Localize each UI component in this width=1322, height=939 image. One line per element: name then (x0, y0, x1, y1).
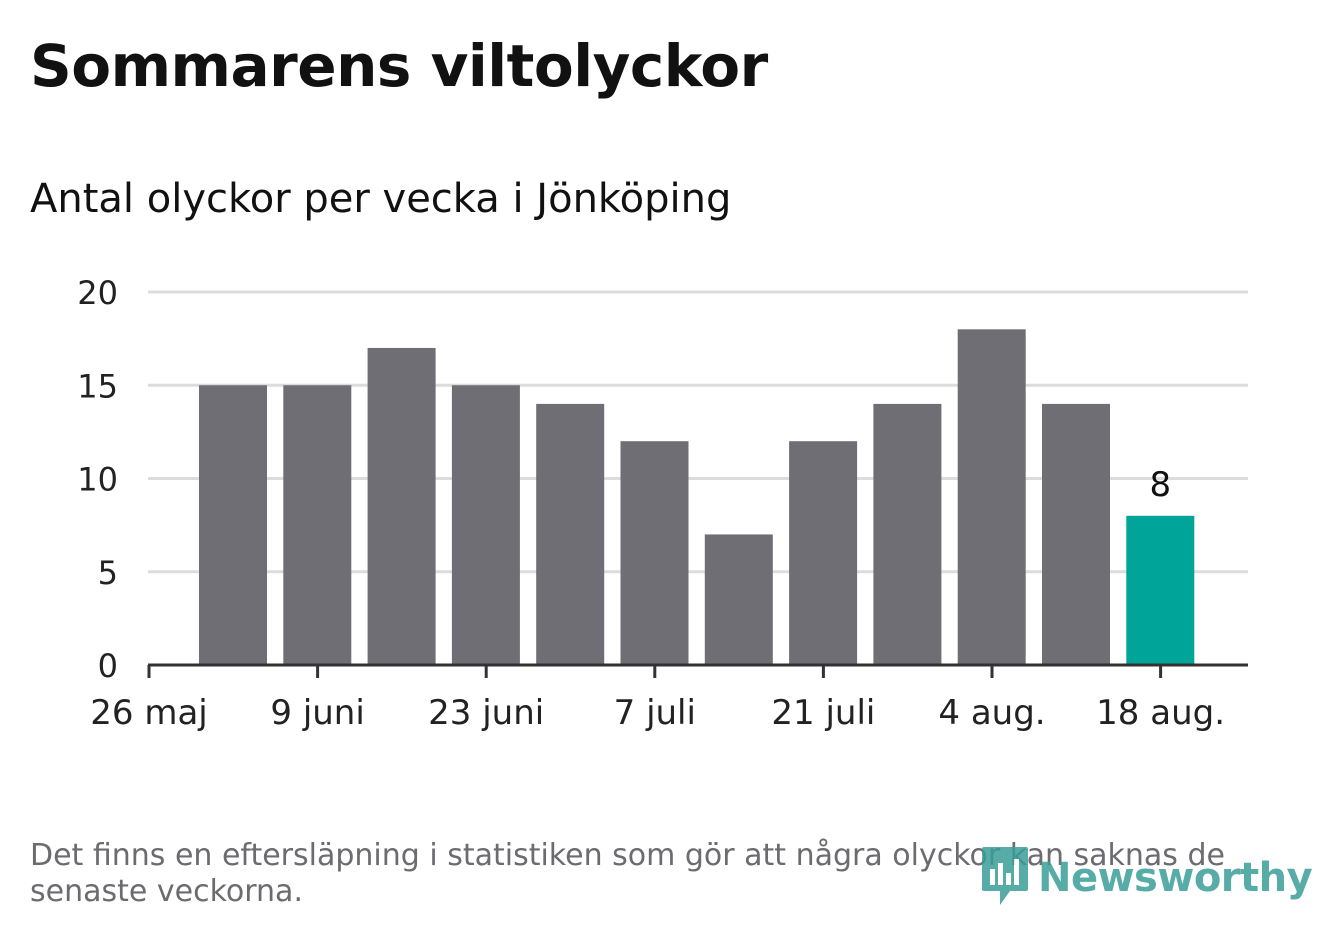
bar (957, 329, 1026, 665)
bar (451, 385, 520, 665)
y-tick-label: 15 (77, 367, 118, 405)
bars (199, 329, 1195, 665)
x-tick-label: 4 aug. (938, 693, 1045, 733)
x-tick-label: 26 maj (90, 693, 207, 733)
x-tick-label: 9 juni (270, 693, 364, 733)
x-tick-label: 18 aug. (1096, 693, 1225, 733)
bar (620, 441, 689, 665)
bar (283, 385, 352, 665)
newsworthy-chat-bars-icon (980, 845, 1030, 911)
x-tick-label: 23 juni (428, 693, 544, 733)
y-tick-label: 20 (77, 274, 118, 312)
x-tick-label: 21 juli (771, 693, 875, 733)
bar (873, 403, 942, 665)
bar (1126, 515, 1195, 665)
newsworthy-logo-text: Newsworthy (1038, 855, 1313, 901)
y-tick-label: 0 (98, 647, 118, 685)
bar (1042, 403, 1110, 665)
bar (367, 347, 436, 665)
data-labels: 8 (1149, 465, 1171, 505)
chart-subtitle: Antal olyckor per vecka i Jönköping (30, 176, 732, 222)
y-axis-ticks: 0 5 10 15 20 (77, 274, 118, 685)
x-tick-label: 7 juli (614, 693, 696, 733)
bar-chart: 0 5 10 15 20 8 26 maj 9 juni 23 juni 7 juli 21 j… (77, 274, 1248, 733)
bar (536, 403, 605, 665)
y-tick-label: 10 (77, 461, 118, 499)
bar (704, 534, 773, 665)
data-label: 8 (1149, 465, 1171, 505)
chart-title: Sommarens viltolyckor (30, 32, 768, 100)
y-tick-label: 5 (98, 554, 118, 592)
newsworthy-logo: Newsworthy (980, 845, 1313, 911)
x-axis-ticks: 26 maj 9 juni 23 juni 7 juli 21 juli 4 aug. 18… (90, 665, 1225, 733)
bar (199, 385, 267, 665)
bar (789, 441, 858, 665)
